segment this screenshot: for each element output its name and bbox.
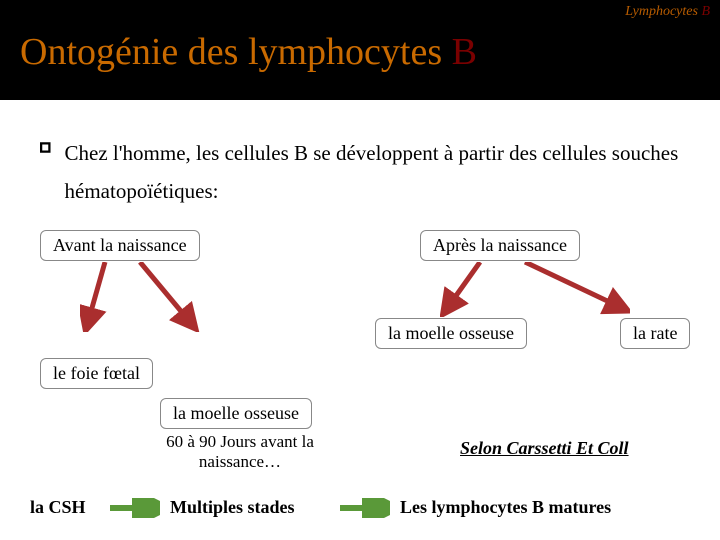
box-foie: le foie fœtal — [40, 358, 153, 389]
label-lymphocytes-matures: Les lymphocytes B matures — [400, 497, 611, 518]
title-word-1: Ontogénie des lymphocytes — [20, 31, 442, 73]
box-apres-naissance: Après la naissance — [420, 230, 580, 261]
label-multiples-stades: Multiples stades — [170, 497, 295, 518]
box-rate: la rate — [620, 318, 690, 349]
bullet-row: Chez l'homme, les cellules B se développ… — [40, 135, 690, 211]
title-word-2: B — [452, 31, 477, 73]
arrow-avant-to-foie — [80, 262, 130, 332]
box-moelle-apres: la moelle osseuse — [375, 318, 527, 349]
subtitle-word-1: Lymphocytes — [625, 4, 698, 19]
header-subtitle: Lymphocytes B — [625, 4, 710, 20]
box-avant-naissance: Avant la naissance — [40, 230, 200, 261]
bullet-icon — [40, 141, 51, 154]
citation-selon: Selon Carssetti Et Coll — [460, 438, 629, 459]
box-moelle-avant: la moelle osseuse — [160, 398, 312, 429]
page-title: Ontogénie des lymphocytes B — [20, 30, 477, 74]
header-band: Lymphocytes B Ontogénie des lymphocytes … — [0, 0, 720, 100]
note-jours: 60 à 90 Jours avant la naissance… — [150, 432, 330, 472]
bullet-text: Chez l'homme, les cellules B se développ… — [65, 135, 690, 211]
arrow-avant-to-moelle — [135, 262, 205, 332]
label-csh: la CSH — [30, 497, 86, 518]
arrow-csh-to-stades — [110, 498, 160, 518]
arrow-stades-to-matures — [340, 498, 390, 518]
arrow-apres-to-moelle — [440, 262, 500, 317]
subtitle-word-2: B — [701, 4, 710, 19]
arrow-apres-to-rate — [520, 262, 630, 317]
